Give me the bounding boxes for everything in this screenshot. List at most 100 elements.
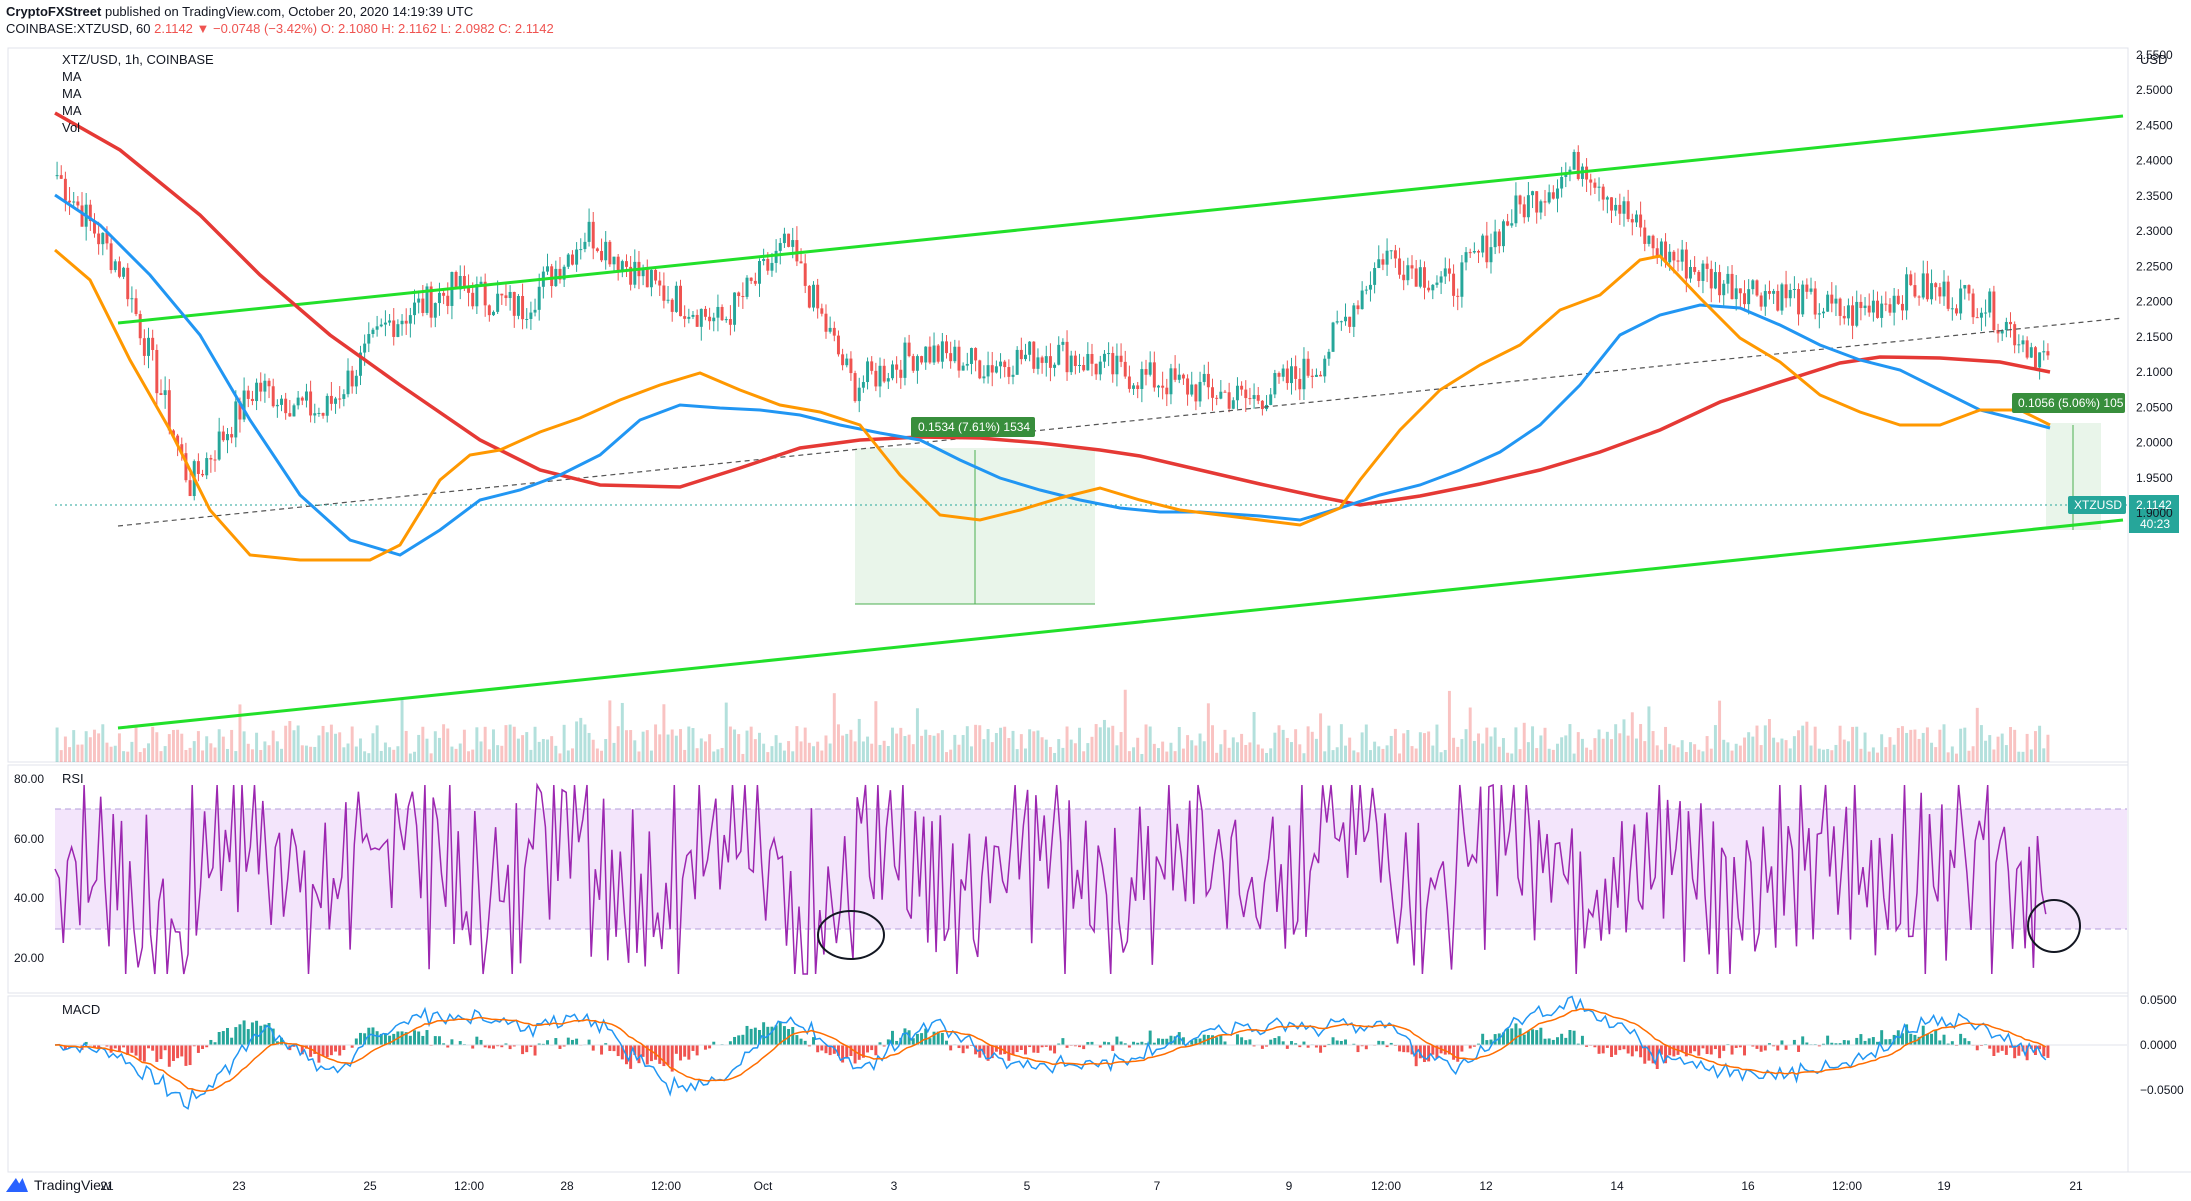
macd-hist-bar [1909, 1033, 1913, 1045]
volume-bar [562, 724, 566, 762]
volume-bar [479, 741, 483, 762]
macd-hist-bar [1643, 1045, 1647, 1064]
volume-bar [450, 746, 454, 762]
volume-bar [417, 734, 421, 762]
candle-body [496, 293, 500, 312]
volume-bar [1767, 719, 1771, 762]
candle-body [1061, 341, 1065, 345]
macd-pane[interactable] [7, 995, 2129, 1173]
volume-bar [284, 725, 288, 762]
volume-bar [1414, 748, 1418, 762]
macd-hist-bar [936, 1031, 940, 1045]
tradingview-label: TradingView [34, 1177, 112, 1193]
candle-body [1984, 312, 1988, 314]
candle-body [1759, 295, 1763, 307]
legend-ma-1[interactable]: MA [62, 69, 82, 84]
volume-bar [990, 742, 994, 762]
volume-bar [1389, 735, 1393, 762]
candle-body [1356, 305, 1360, 310]
macd-hist-bar [1073, 1045, 1077, 1047]
candle-body [907, 342, 911, 357]
macd-hist-bar [1447, 1045, 1451, 1055]
candle-body [1294, 366, 1298, 379]
macd-hist-bar [1086, 1042, 1090, 1045]
volume-bar [1751, 736, 1755, 762]
candle-body [1165, 387, 1169, 395]
candle-body [940, 341, 944, 362]
volume-bar [1701, 751, 1705, 762]
candle-body [1668, 251, 1672, 263]
macd-hist-bar [1190, 1040, 1194, 1045]
volume-bar [408, 753, 412, 762]
legend-ma-3[interactable]: MA [62, 103, 82, 118]
legend-vol[interactable]: Vol [62, 120, 81, 135]
macd-hist-bar [1127, 1045, 1131, 1048]
candle-body [442, 292, 446, 296]
volume-bar [1967, 750, 1971, 762]
macd-hist-bar [379, 1033, 383, 1045]
volume-bar [1846, 741, 1850, 762]
macd-hist-bar [795, 1035, 799, 1045]
candle-body [1003, 361, 1007, 368]
macd-hist-bar [359, 1032, 362, 1045]
macd-hist-bar [816, 1045, 820, 1053]
candle-body [953, 346, 957, 362]
volume-bar [2013, 729, 2017, 762]
candle-body [1198, 381, 1202, 402]
volume-bar [641, 731, 645, 762]
macd-hist-bar [1443, 1045, 1447, 1055]
candle-body [180, 444, 184, 454]
volume-bar [1680, 740, 1684, 762]
candle-body [658, 280, 662, 286]
candle-body [68, 200, 72, 203]
candle-body [2013, 324, 2017, 346]
tradingview-logo[interactable]: TradingView [6, 1177, 111, 1193]
candle-body [93, 221, 96, 234]
macd-hist-bar [1456, 1045, 1460, 1062]
price-tick: 2.0500 [2136, 400, 2173, 414]
candle-body [184, 453, 188, 481]
volume-bar [1979, 725, 1983, 762]
candle-body [920, 356, 924, 363]
volume-bar [1098, 727, 1102, 762]
volume-bar [201, 750, 205, 762]
rsi-label[interactable]: RSI [62, 771, 84, 786]
candle-body [579, 249, 583, 251]
publisher-name[interactable]: CryptoFXStreet [6, 4, 102, 19]
macd-hist-bar [986, 1045, 990, 1061]
macd-hist-bar [1302, 1041, 1306, 1045]
candle-body [911, 356, 915, 371]
candle-body [1975, 317, 1979, 319]
macd-hist-bar [1826, 1035, 1830, 1045]
volume-bar [1094, 724, 1098, 762]
volume-bar [836, 724, 840, 762]
main-pane[interactable] [7, 47, 2129, 763]
macd-hist-bar [159, 1045, 163, 1060]
candle-body [138, 314, 142, 339]
macd-hist-bar [392, 1033, 396, 1045]
candle-body [1526, 195, 1530, 218]
legend-symbol[interactable]: XTZ/USD, 1h, COINBASE [62, 52, 214, 67]
volume-bar [703, 741, 707, 762]
volume-bar [1738, 745, 1742, 762]
volume-bar [2000, 733, 2004, 762]
candle-body [1252, 395, 1256, 399]
volume-bar [1356, 752, 1360, 762]
macd-hist-bar [1468, 1045, 1472, 1049]
macd-label[interactable]: MACD [62, 1002, 101, 1017]
macd-hist-bar [554, 1038, 558, 1045]
legend-ma-2[interactable]: MA [62, 86, 82, 101]
price-tick: 2.3000 [2136, 224, 2173, 238]
macd-hist-bar [109, 1045, 113, 1053]
candle-body [159, 393, 163, 395]
volume-bar [2029, 749, 2033, 762]
candle-body [1302, 358, 1306, 390]
macd-hist-bar [1585, 1045, 1589, 1047]
volume-bar [1838, 725, 1842, 762]
candle-body [1206, 373, 1210, 388]
volume-bar [1996, 736, 2000, 762]
candle-body [699, 308, 703, 327]
candle-body [1290, 366, 1293, 384]
volume-bar [1489, 736, 1493, 762]
candle-body [479, 281, 483, 285]
